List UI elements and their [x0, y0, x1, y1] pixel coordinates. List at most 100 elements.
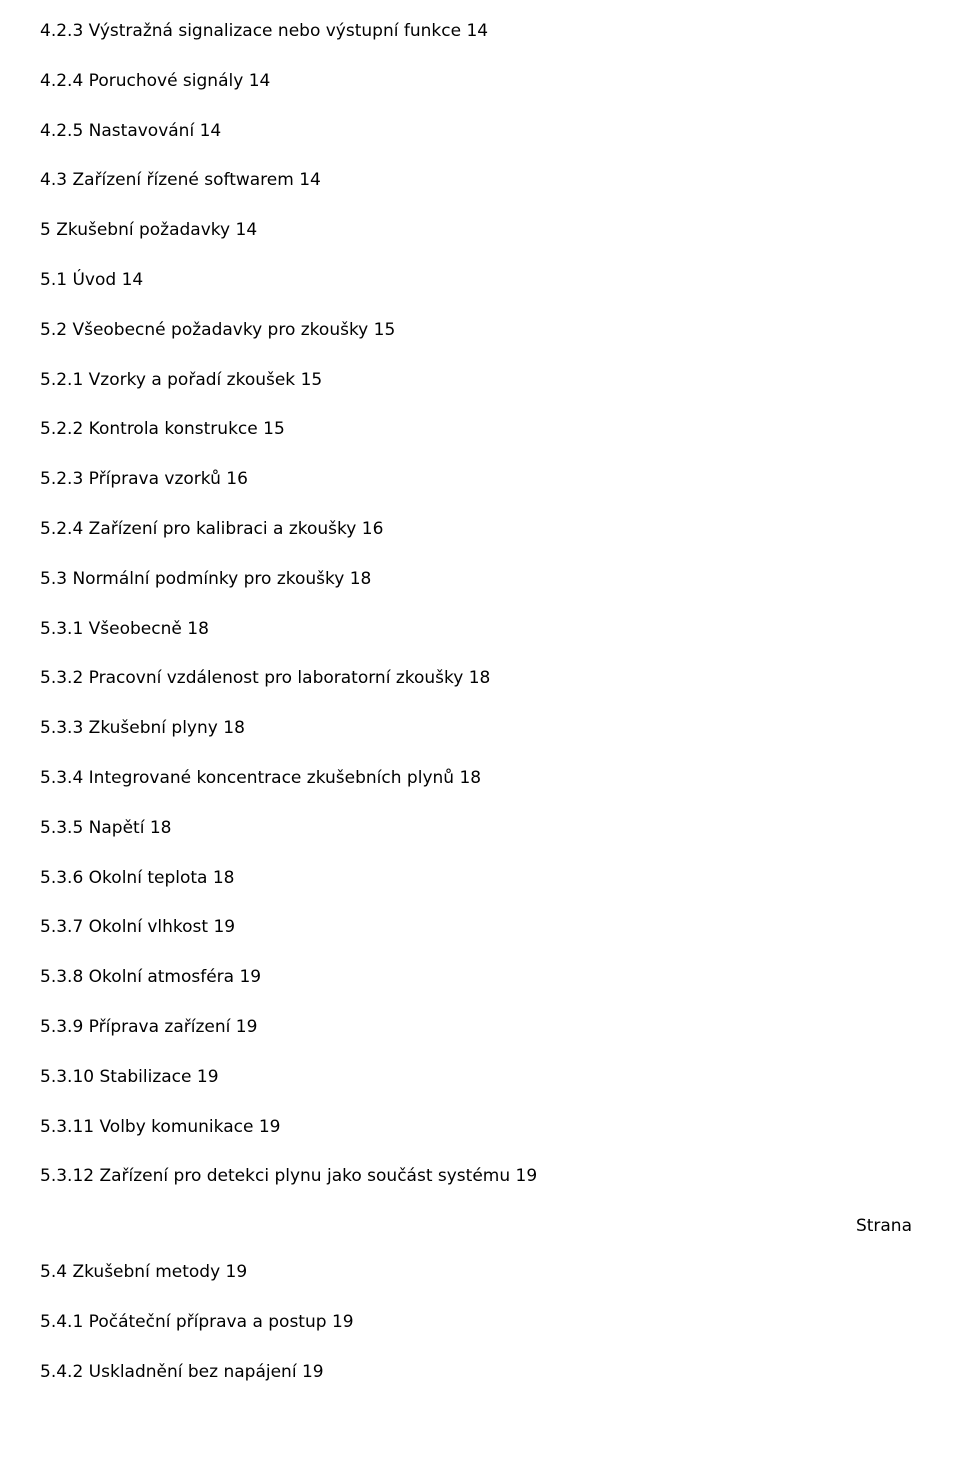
toc-entry-number: 5.2.1 [40, 370, 83, 390]
toc-entry-title: Počáteční příprava a postup [89, 1312, 327, 1332]
toc-entry-title: Výstražná signalizace nebo výstupní funk… [89, 21, 461, 41]
toc-entry-number: 5.2.4 [40, 519, 83, 539]
toc-entry: 5.4.1 Počáteční příprava a postup 19 [40, 1311, 920, 1335]
toc-entry-title: Stabilizace [99, 1067, 191, 1087]
toc-entry-number: 5.3.3 [40, 718, 83, 738]
toc-entry-title: Integrované koncentrace zkušebních plynů [89, 768, 454, 788]
toc-entry: 5.3 Normální podmínky pro zkoušky 18 [40, 568, 920, 592]
toc-entry-page: 15 [301, 370, 323, 390]
toc-entry-title: Zařízení pro detekci plynu jako součást … [99, 1166, 510, 1186]
toc-entry: 5.4.2 Uskladnění bez napájení 19 [40, 1361, 920, 1385]
toc-entry: 5.3.1 Všeobecně 18 [40, 618, 920, 642]
toc-entry-title: Okolní vlhkost [89, 917, 208, 937]
toc-entry: 5.3.11 Volby komunikace 19 [40, 1116, 920, 1140]
toc-entry-number: 5.2.2 [40, 419, 83, 439]
toc-entry-number: 4.2.5 [40, 121, 83, 141]
toc-entry-title: Nastavování [89, 121, 195, 141]
toc-entry-number: 5.3.2 [40, 668, 83, 688]
toc-entry-page: 16 [362, 519, 384, 539]
toc-entry: 5.3.10 Stabilizace 19 [40, 1066, 920, 1090]
toc-entry-page: 18 [469, 668, 491, 688]
toc-entry-title: Všeobecně [89, 619, 182, 639]
toc-entry: 4.3 Zařízení řízené softwarem 14 [40, 169, 920, 193]
toc-entry-number: 5.3.11 [40, 1117, 94, 1137]
toc-entry: 5.3.2 Pracovní vzdálenost pro laboratorn… [40, 667, 920, 691]
toc-entry-title: Pracovní vzdálenost pro laboratorní zkou… [89, 668, 464, 688]
toc-entry-page: 19 [226, 1262, 248, 1282]
toc-entry-number: 5.3.9 [40, 1017, 83, 1037]
toc-entry-page: 15 [374, 320, 396, 340]
toc-entry-title: Všeobecné požadavky pro zkoušky [72, 320, 368, 340]
toc-entry-number: 5.3.4 [40, 768, 83, 788]
toc-entry-page: 18 [213, 868, 235, 888]
toc-entry-number: 5.3.8 [40, 967, 83, 987]
toc-entry-title: Úvod [72, 270, 116, 290]
toc-entry: 5 Zkušební požadavky 14 [40, 219, 920, 243]
toc-entry-page: 19 [332, 1312, 354, 1332]
toc-entry: 5.3.4 Integrované koncentrace zkušebních… [40, 767, 920, 791]
toc-entry-title: Uskladnění bez napájení [89, 1362, 297, 1382]
toc-entry-page: 15 [263, 419, 285, 439]
toc-entry-title: Zařízení řízené softwarem [72, 170, 293, 190]
toc-entry-page: 19 [259, 1117, 281, 1137]
toc-entry-title: Vzorky a pořadí zkoušek [89, 370, 295, 390]
toc-entry: 4.2.5 Nastavování 14 [40, 120, 920, 144]
toc-entry-title: Poruchové signály [89, 71, 244, 91]
toc-entry-page: 16 [226, 469, 248, 489]
toc-entry-page: 18 [350, 569, 372, 589]
toc-entry-page: 14 [466, 21, 488, 41]
toc-entry: 5.4 Zkušební metody 19 [40, 1261, 920, 1285]
toc-entry: 5.3.9 Příprava zařízení 19 [40, 1016, 920, 1040]
toc-entry-page: 14 [249, 71, 271, 91]
toc-entry: 5.2.4 Zařízení pro kalibraci a zkoušky 1… [40, 518, 920, 542]
toc-entry-page: 14 [122, 270, 144, 290]
toc-entry-number: 5.4 [40, 1262, 67, 1282]
toc-entry-page: 19 [213, 917, 235, 937]
toc-entry-title: Zařízení pro kalibraci a zkoušky [89, 519, 357, 539]
toc-entry: 5.3.7 Okolní vlhkost 19 [40, 916, 920, 940]
toc-entry-title: Příprava zařízení [89, 1017, 231, 1037]
toc-entry-number: 4.3 [40, 170, 67, 190]
toc-entry: 4.2.3 Výstražná signalizace nebo výstupn… [40, 20, 920, 44]
toc-entry-number: 4.2.4 [40, 71, 83, 91]
toc-entry: 5.3.12 Zařízení pro detekci plynu jako s… [40, 1165, 920, 1189]
toc-entry-page: 19 [516, 1166, 538, 1186]
toc-entry-page: 14 [299, 170, 321, 190]
toc-entry: 5.1 Úvod 14 [40, 269, 920, 293]
page-column-label: Strana [40, 1215, 920, 1239]
toc-entry-number: 5.4.2 [40, 1362, 83, 1382]
toc-entry-number: 5.2.3 [40, 469, 83, 489]
toc-entry-number: 5.2 [40, 320, 67, 340]
toc-entry-number: 5.3.5 [40, 818, 83, 838]
toc-entry-number: 5.3.12 [40, 1166, 94, 1186]
toc-entry: 5.3.8 Okolní atmosféra 19 [40, 966, 920, 990]
toc-entry-page: 19 [239, 967, 261, 987]
toc-entry: 5.3.5 Napětí 18 [40, 817, 920, 841]
toc-entry-number: 5.3.6 [40, 868, 83, 888]
toc-entry: 5.2.3 Příprava vzorků 16 [40, 468, 920, 492]
toc-entry-title: Příprava vzorků [89, 469, 221, 489]
toc-entry-title: Okolní teplota [89, 868, 208, 888]
toc-entry: 5.3.3 Zkušební plyny 18 [40, 717, 920, 741]
toc-entry-page: 18 [223, 718, 245, 738]
toc-entry-page: 19 [302, 1362, 324, 1382]
toc-entry-page: 19 [236, 1017, 258, 1037]
toc-entry-number: 5 [40, 220, 51, 240]
toc-entry-title: Zkušební plyny [89, 718, 218, 738]
toc-entry-page: 14 [236, 220, 258, 240]
toc-entry-page: 19 [197, 1067, 219, 1087]
toc-entry-number: 5.3 [40, 569, 67, 589]
toc-entry: 5.2.2 Kontrola konstrukce 15 [40, 418, 920, 442]
toc-entry-number: 4.2.3 [40, 21, 83, 41]
toc-entry: 5.2.1 Vzorky a pořadí zkoušek 15 [40, 369, 920, 393]
toc-entry-title: Kontrola konstrukce [89, 419, 258, 439]
toc-entry-page: 18 [150, 818, 172, 838]
toc-entry-title: Napětí [89, 818, 145, 838]
toc-entry-number: 5.3.10 [40, 1067, 94, 1087]
toc-entry-number: 5.1 [40, 270, 67, 290]
toc-entry-page: 18 [459, 768, 481, 788]
toc-entry-title: Zkušební metody [72, 1262, 220, 1282]
toc-entry-page: 14 [200, 121, 222, 141]
toc-entry-number: 5.3.1 [40, 619, 83, 639]
toc-entry-page: 18 [187, 619, 209, 639]
